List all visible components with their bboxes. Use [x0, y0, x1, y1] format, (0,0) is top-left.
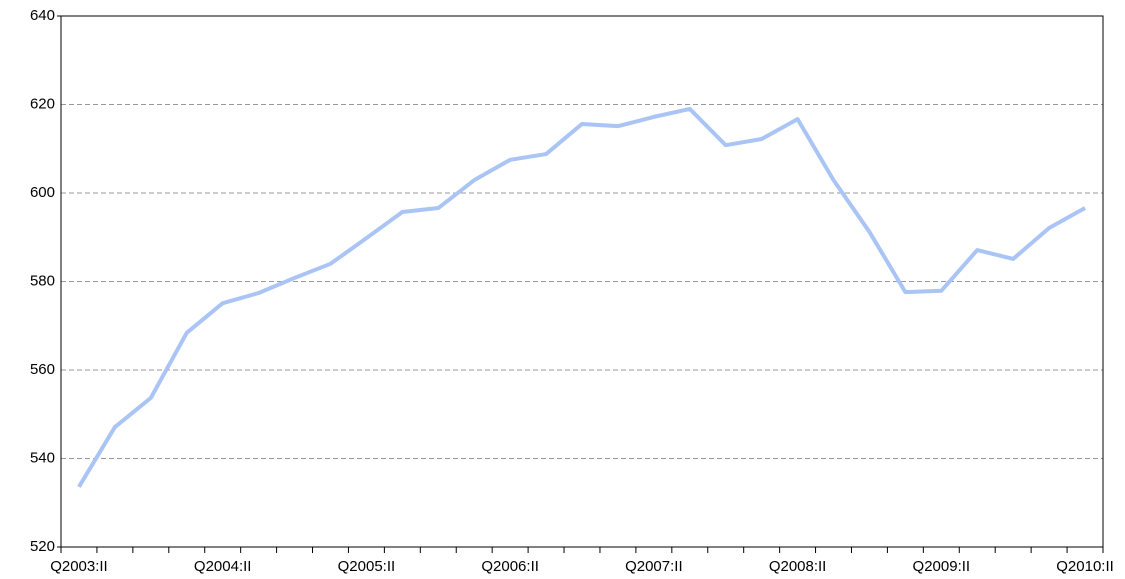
y-tick-label: 600	[30, 184, 55, 201]
x-tick-label: Q2009:II	[913, 558, 971, 575]
x-tick-label: Q2006:II	[481, 558, 539, 575]
y-tick-label: 560	[30, 361, 55, 378]
y-tick-label: 520	[30, 538, 55, 555]
x-tick-label: Q2007:II	[625, 558, 683, 575]
data-line	[77, 106, 1086, 488]
y-tick-label: 580	[30, 272, 55, 289]
plot-border	[60, 15, 1104, 548]
x-tick-label: Q2005:II	[338, 558, 396, 575]
y-tick-label: 640	[30, 7, 55, 24]
x-tick-label: Q2010:II	[1056, 558, 1114, 575]
x-tick-label: Q2004:II	[194, 558, 252, 575]
y-tick-label: 540	[30, 449, 55, 466]
y-tick-label: 620	[30, 95, 55, 112]
x-tick-label: Q2003:II	[50, 558, 108, 575]
x-tick-label: Q2008:II	[769, 558, 827, 575]
